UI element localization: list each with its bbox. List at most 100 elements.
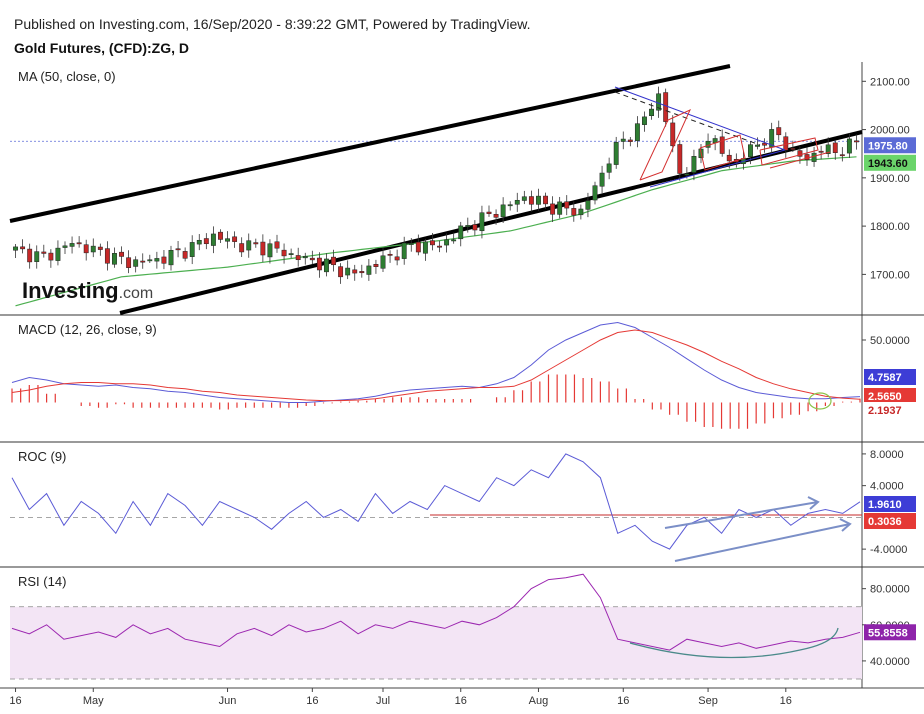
candle-body bbox=[415, 241, 421, 253]
candle-body bbox=[97, 246, 103, 250]
channel-upper-line bbox=[9, 64, 731, 223]
candle-body bbox=[613, 142, 619, 165]
candle-body bbox=[437, 245, 442, 248]
candle-body bbox=[776, 127, 782, 136]
candle-body bbox=[359, 271, 365, 274]
roc-value-badge-bg bbox=[864, 496, 916, 512]
roc-arrow-lower-head bbox=[839, 518, 852, 532]
y-tick-label-roc: 8.0000 bbox=[870, 449, 904, 461]
x-tick-label: 16 bbox=[455, 695, 467, 707]
candle-body bbox=[564, 201, 570, 209]
candle-body bbox=[218, 231, 223, 240]
x-tick-label: Sep bbox=[698, 695, 718, 707]
rsi-line bbox=[11, 573, 861, 651]
signal-value-badge-bg bbox=[864, 388, 916, 404]
candle-body bbox=[387, 253, 393, 256]
candle-body bbox=[154, 258, 160, 262]
candle-body bbox=[514, 199, 520, 205]
candle-body bbox=[479, 212, 485, 232]
candle-body bbox=[500, 204, 506, 218]
y-tick-label-rsi: 80.0000 bbox=[870, 584, 910, 596]
candle-body bbox=[585, 200, 591, 210]
flag-annotation bbox=[759, 137, 819, 166]
signal-line bbox=[11, 329, 861, 402]
candle-body bbox=[232, 236, 238, 242]
candle-body bbox=[670, 122, 676, 147]
instrument-title: Gold Futures, (CFD):ZG, D bbox=[14, 40, 189, 56]
candle-body bbox=[196, 239, 202, 245]
candle-body bbox=[493, 214, 499, 218]
rsi-value-badge-bg bbox=[864, 624, 916, 641]
candle-body bbox=[239, 243, 245, 253]
rsi-bowl-curve bbox=[629, 627, 839, 659]
ma-50-line bbox=[15, 156, 857, 307]
candle-body bbox=[748, 144, 753, 157]
candle-body bbox=[790, 148, 796, 150]
candle-body bbox=[309, 257, 315, 261]
candle-body bbox=[550, 203, 556, 215]
crossover-ellipse bbox=[808, 392, 832, 410]
candle-body bbox=[486, 211, 492, 214]
candle-body bbox=[338, 266, 344, 278]
candle-body bbox=[571, 208, 577, 216]
candle-body bbox=[20, 246, 26, 250]
candle-body bbox=[677, 144, 683, 174]
candle-body bbox=[133, 259, 139, 267]
panel-label-macd: MACD (12, 26, close, 9) bbox=[18, 322, 157, 337]
y-tick-label-macd: 50.0000 bbox=[870, 335, 910, 347]
candle-body bbox=[430, 240, 435, 246]
pennant-upper-line bbox=[614, 86, 786, 151]
candle-body bbox=[83, 244, 89, 254]
x-tick-label: 16 bbox=[617, 695, 629, 707]
candle-body bbox=[189, 242, 195, 257]
candle-body bbox=[274, 241, 280, 249]
candle-body bbox=[627, 139, 633, 142]
candle-body bbox=[210, 233, 216, 246]
panel-label-rsi: RSI (14) bbox=[18, 574, 66, 589]
candle-body bbox=[175, 248, 181, 251]
investing-logo: Investing.com bbox=[22, 278, 153, 303]
candle-body bbox=[755, 144, 760, 147]
candle-body bbox=[458, 225, 464, 240]
candle-body bbox=[726, 154, 732, 162]
candle-body bbox=[797, 150, 803, 157]
candle-body bbox=[55, 247, 61, 261]
candle-body bbox=[48, 252, 54, 261]
candle-body bbox=[112, 253, 117, 265]
candle-body bbox=[599, 172, 605, 187]
y-tick-label-roc: 4.0000 bbox=[870, 481, 904, 493]
support-line bbox=[769, 151, 831, 169]
candle-body bbox=[62, 245, 68, 248]
candle-body bbox=[140, 260, 146, 263]
candle-body bbox=[528, 196, 534, 205]
candle-body bbox=[854, 140, 859, 143]
y-tick-label-price: 1800.00 bbox=[870, 221, 910, 233]
candle-body bbox=[41, 251, 47, 254]
candle-body bbox=[472, 224, 478, 231]
published-caption: Published on Investing.com, 16/Sep/2020 … bbox=[14, 16, 531, 32]
candle-body bbox=[811, 152, 817, 162]
roc-ref-badge-bg bbox=[864, 513, 916, 529]
candle-body bbox=[203, 238, 209, 245]
x-tick-label: 16 bbox=[780, 695, 792, 707]
candle-body bbox=[182, 251, 188, 259]
candle-body bbox=[444, 239, 450, 246]
candle-body bbox=[246, 240, 252, 251]
histogram-value-badge-bg bbox=[864, 402, 916, 418]
candle-body bbox=[408, 243, 414, 245]
candle-body bbox=[69, 243, 75, 247]
candle-body bbox=[451, 239, 457, 242]
roc-arrow-upper bbox=[664, 501, 819, 529]
candle-body bbox=[762, 142, 768, 146]
x-tick-label: 16 bbox=[306, 695, 318, 707]
x-tick-label: 16 bbox=[9, 695, 21, 707]
candle-body bbox=[818, 150, 824, 153]
candle-body bbox=[147, 259, 153, 262]
candle-body bbox=[225, 238, 230, 242]
candle-body bbox=[104, 248, 110, 264]
candle-body bbox=[832, 142, 838, 153]
y-tick-label-price: 1700.00 bbox=[870, 269, 910, 281]
candle-body bbox=[295, 255, 301, 261]
candle-body bbox=[281, 249, 287, 257]
